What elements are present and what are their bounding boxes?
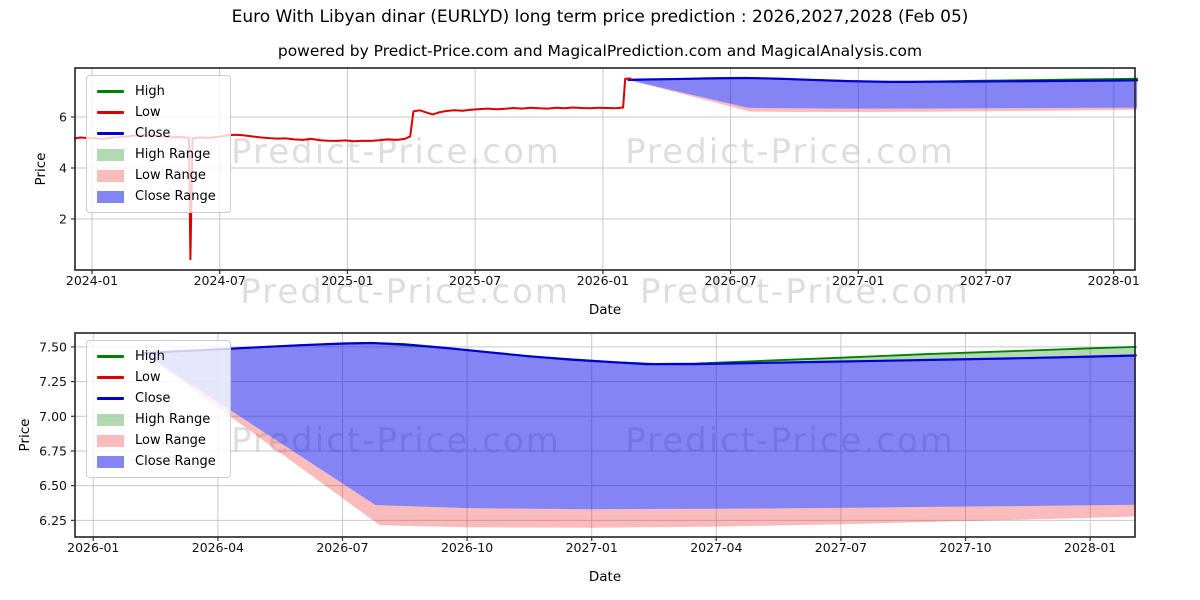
- legend-line-swatch: [97, 397, 124, 400]
- y-axis-label: Price: [33, 153, 49, 186]
- x-tick-label: 2026-07: [316, 540, 368, 555]
- legend-label: Low Range: [135, 433, 206, 448]
- legend-patch-swatch: [97, 455, 124, 468]
- plot-background: [75, 333, 1135, 537]
- legend-patch-swatch: [97, 169, 124, 182]
- high-forecast-line: [142, 342, 1137, 365]
- legend-item-close-range: Close Range: [97, 454, 216, 469]
- watermark-between-charts: Predict-Price.com Predict-Price.com: [75, 272, 1135, 312]
- x-tick-label: 2028-01: [1064, 540, 1116, 555]
- watermark-text: Predict-Price.com: [625, 421, 955, 461]
- y-tick-label: 7.25: [39, 374, 67, 389]
- forecast-legend: High Low Close High Range Low Range Close Ran…: [86, 340, 231, 478]
- figure-subtitle: powered by Predict-Price.com and Magical…: [277, 42, 923, 60]
- legend-label: Low: [135, 105, 161, 120]
- y-tick-label: 6.25: [39, 513, 67, 528]
- legend-item-high-range: High Range: [97, 147, 216, 162]
- y-tick-label: 6.50: [39, 478, 67, 493]
- legend-label: High Range: [135, 147, 211, 162]
- y-tick-label: 6: [59, 109, 67, 124]
- legend-label: Low Range: [135, 168, 206, 183]
- watermark-text: Predict-Price.com: [640, 272, 970, 312]
- legend-item-low-range: Low Range: [97, 433, 216, 448]
- x-tick-label: 2026-10: [441, 540, 493, 555]
- legend-label: Close Range: [135, 454, 216, 469]
- high-range-band: [628, 78, 1138, 82]
- legend-line-swatch: [97, 90, 124, 93]
- watermark-text: Predict-Price.com: [231, 421, 561, 461]
- legend-label: High Range: [135, 412, 211, 427]
- x-tick-label: 2027-10: [939, 540, 991, 555]
- low-range-band: [628, 79, 1138, 112]
- close-range-band: [628, 78, 1138, 109]
- legend-item-close: Close: [97, 126, 216, 141]
- legend-patch-swatch: [97, 190, 124, 203]
- x-tick-label: 2026-04: [192, 540, 244, 555]
- y-tick-label: 4: [59, 160, 67, 175]
- legend-item-low: Low: [97, 105, 216, 120]
- close-range-band: [143, 343, 1136, 510]
- legend-line-swatch: [97, 132, 124, 135]
- y-tick-label: 6.75: [39, 443, 67, 458]
- y-tick-label: 7.50: [39, 339, 67, 354]
- x-tick-label: 2027-01: [566, 540, 618, 555]
- legend-item-high-range: High Range: [97, 412, 216, 427]
- overview-legend: High Low Close High Range Low Range Close Ran…: [86, 75, 231, 213]
- low-range-band: [143, 353, 1136, 528]
- legend-label: Close Range: [135, 189, 216, 204]
- legend-item-close-range: Close Range: [97, 189, 216, 204]
- legend-label: Low: [135, 370, 161, 385]
- x-tick-label: 2026-01: [67, 540, 119, 555]
- y-axis-label: Price: [17, 419, 33, 452]
- legend-line-swatch: [97, 376, 124, 379]
- plot-background: [75, 68, 1135, 270]
- y-tick-label: 7.00: [39, 409, 67, 424]
- legend-item-high: High: [97, 84, 216, 99]
- x-tick-label: 2027-04: [690, 540, 742, 555]
- high-range-band: [143, 343, 1136, 365]
- legend-patch-swatch: [97, 434, 124, 447]
- legend-label: High: [135, 84, 165, 99]
- legend-patch-swatch: [97, 148, 124, 161]
- high-forecast-line: [627, 77, 1138, 83]
- watermark-text: Predict-Price.com: [240, 272, 570, 312]
- legend-line-swatch: [97, 111, 124, 114]
- plot-border: [74, 67, 1136, 271]
- legend-label: Close: [135, 391, 171, 406]
- watermark-text: Predict-Price.com: [625, 132, 955, 172]
- legend-item-high: High: [97, 349, 216, 364]
- watermark-text: Predict-Price.com: [231, 132, 561, 172]
- x-axis-label: Date: [589, 569, 621, 585]
- legend-patch-swatch: [97, 413, 124, 426]
- figure-title: Euro With Libyan dinar (EURLYD) long ter…: [231, 7, 969, 27]
- legend-line-swatch: [97, 355, 124, 358]
- legend-label: Close: [135, 126, 171, 141]
- x-tick-label: 2027-07: [815, 540, 867, 555]
- legend-item-low-range: Low Range: [97, 168, 216, 183]
- plot-border: [74, 332, 1136, 538]
- close-forecast-line: [627, 76, 1139, 84]
- close-forecast-line: [142, 341, 1137, 366]
- legend-label: High: [135, 349, 165, 364]
- legend-item-close: Close: [97, 391, 216, 406]
- legend-item-low: Low: [97, 370, 216, 385]
- y-tick-label: 2: [59, 211, 67, 226]
